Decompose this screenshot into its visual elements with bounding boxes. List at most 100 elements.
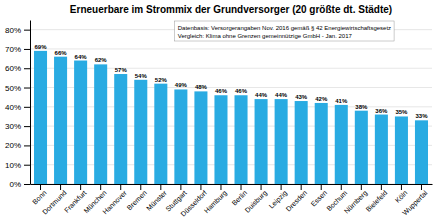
tick: 20% xyxy=(5,141,30,150)
bar xyxy=(114,74,127,184)
data-labels: 69%66%64%62%57%54%52%49%48%46%46%44%44%4… xyxy=(35,44,429,119)
tick-mark xyxy=(381,184,382,190)
tick-label: 70% xyxy=(5,45,21,54)
tick-label: Bremen xyxy=(126,189,148,211)
tick-label: Bonn xyxy=(31,189,48,206)
data-label: 44% xyxy=(255,92,268,98)
tick: Wuppertal xyxy=(401,184,429,217)
tick-mark xyxy=(140,184,141,190)
data-label: 69% xyxy=(35,44,48,50)
tick-label: Dortmund xyxy=(41,189,68,216)
bar xyxy=(154,84,167,184)
tick-label: 50% xyxy=(5,84,21,93)
tick-label: Düsseldorf xyxy=(179,189,208,218)
data-label: 33% xyxy=(415,113,428,119)
tick-label: 40% xyxy=(5,103,21,112)
tick-mark xyxy=(80,184,81,190)
bar xyxy=(235,95,248,184)
bar xyxy=(395,116,408,184)
bar xyxy=(295,101,308,184)
tick-label: Nürnberg xyxy=(343,189,369,215)
grid-line xyxy=(30,126,432,127)
annotation-box xyxy=(175,21,394,41)
tick-mark xyxy=(100,184,101,190)
tick-label: Hamburg xyxy=(203,189,229,215)
tick: 60% xyxy=(5,64,30,73)
annotation-text: Datenbasis: Versorgerangaben Nov. 2016 g… xyxy=(178,25,391,31)
bars xyxy=(34,51,428,184)
tick-label: Köln xyxy=(394,189,409,204)
tick-mark xyxy=(421,184,422,190)
tick-mark xyxy=(401,184,402,190)
data-label: 48% xyxy=(195,84,208,90)
tick-mark xyxy=(261,184,262,190)
tick: Nürnberg xyxy=(343,184,369,215)
data-label: 36% xyxy=(375,108,388,114)
tick-mark xyxy=(60,184,61,190)
tick: Hamburg xyxy=(203,184,229,215)
data-label: 35% xyxy=(395,109,408,115)
grid-line xyxy=(30,68,432,69)
tick-label: Bielefeld xyxy=(365,189,389,213)
bar xyxy=(214,95,227,184)
grid-line xyxy=(30,48,432,49)
tick: Bonn xyxy=(31,184,48,206)
tick-mark xyxy=(301,184,302,190)
plot: 0% 10% 20% 30% 40% 50% 60% 70% 80% BonnDortmundFr… xyxy=(5,21,433,218)
tick-mark xyxy=(341,184,342,190)
tick-mark xyxy=(24,145,30,146)
tick: Köln xyxy=(394,184,409,204)
grid-line xyxy=(30,184,432,185)
data-label: 66% xyxy=(55,50,68,56)
tick-label: Duisburg xyxy=(243,189,269,215)
grid-line xyxy=(30,145,432,146)
tick: 0% xyxy=(9,180,30,189)
data-label: 49% xyxy=(175,82,188,88)
bar xyxy=(94,64,107,184)
tick-mark xyxy=(24,49,30,50)
axis-line xyxy=(31,184,433,185)
chart: 0% 10% 20% 30% 40% 50% 60% 70% 80% BonnDortmundFr… xyxy=(0,0,440,224)
tick-label: Essen xyxy=(310,189,329,208)
bar xyxy=(174,89,187,184)
tick: 30% xyxy=(5,122,30,131)
tick-label: 60% xyxy=(5,64,21,73)
tick-mark xyxy=(24,30,30,31)
annotation: Datenbasis: Versorgerangaben Nov. 2016 g… xyxy=(175,21,394,41)
tick-mark xyxy=(321,184,322,190)
grid-line xyxy=(30,106,432,107)
grid-line xyxy=(30,87,432,88)
tick-label: 30% xyxy=(5,122,21,131)
tick-label: Hannover xyxy=(101,189,128,216)
tick-label: 0% xyxy=(9,180,21,189)
data-label: 46% xyxy=(235,88,248,94)
bar xyxy=(315,103,328,184)
tick-label: Dresden xyxy=(285,189,309,213)
bar xyxy=(54,57,67,184)
bar xyxy=(335,105,348,184)
x-axis: BonnDortmundFrankfurtMünchenHannoverBrem… xyxy=(31,184,433,218)
bar xyxy=(34,51,47,184)
data-label: 52% xyxy=(155,77,168,83)
tick-label: 10% xyxy=(5,161,21,170)
tick-mark xyxy=(200,184,201,190)
tick-mark xyxy=(24,165,30,166)
tick: Essen xyxy=(310,184,329,208)
tick: 40% xyxy=(5,103,30,112)
tick: 80% xyxy=(5,26,30,35)
tick: Duisburg xyxy=(243,184,269,215)
tick: Dresden xyxy=(285,184,309,213)
tick-mark xyxy=(241,184,242,190)
tick: Hannover xyxy=(101,184,128,216)
tick-mark xyxy=(120,184,121,190)
tick-label: 20% xyxy=(5,141,21,150)
tick: Berlin xyxy=(230,184,248,207)
tick: 50% xyxy=(5,84,30,93)
tick: 10% xyxy=(5,161,30,170)
grid-line xyxy=(30,164,432,165)
tick: 70% xyxy=(5,45,30,54)
axis-line xyxy=(30,21,31,185)
grid xyxy=(30,30,432,184)
annotation-text: Vergleich: Klima ohne Grenzen gemeinnütz… xyxy=(178,33,353,39)
data-label: 38% xyxy=(355,104,368,110)
